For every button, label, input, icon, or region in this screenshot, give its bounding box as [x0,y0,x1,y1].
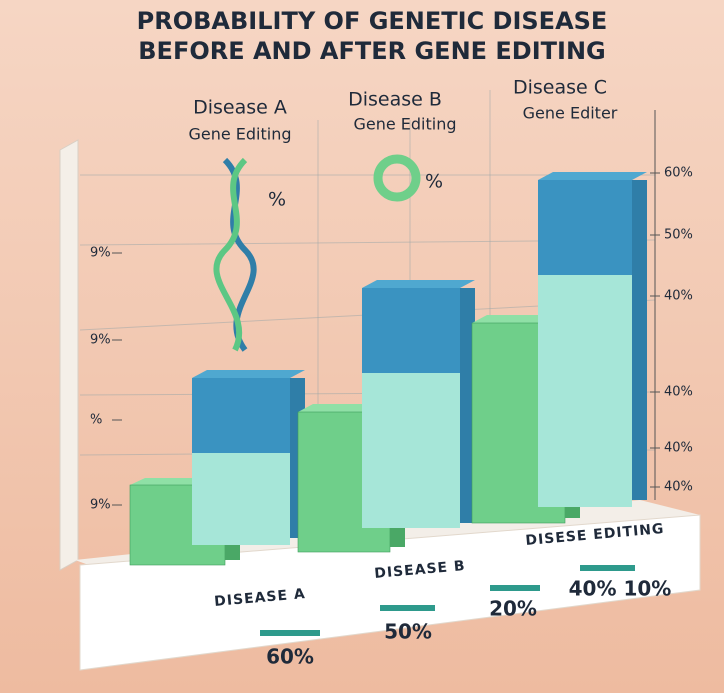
right-axis-label: 50% [664,228,693,243]
left-board [59,139,79,571]
value-strip [580,565,635,571]
base-label: DISEASE A [214,586,307,610]
title: PROBABILITY OF GENETIC DISEASE [137,7,608,35]
base-label: DISEASE B [374,558,467,582]
header-sub: Gene Editing [188,125,291,144]
base-value: 50% [384,620,432,644]
base-value: 60% [266,645,314,669]
header: Disease C [513,77,607,99]
right-axis-label: 40% [664,385,693,400]
left-axis-label: % [90,413,102,428]
header: Disease A [193,97,287,119]
value-strip [260,630,320,636]
header-sub: Gene Editing [353,115,456,134]
icon-label: % [425,171,443,193]
right-axis-label: 40% [664,289,693,304]
title: BEFORE AND AFTER GENE EDITING [138,37,605,65]
right-axis-label: 60% [664,166,693,181]
base-value: 20% [489,597,537,621]
right-axis-labels: 60% 50% 40% 40% 40% 40% [650,166,693,495]
right-axis-label: 40% [664,441,693,456]
left-axis-label: 9% [90,498,111,513]
ring-icon [373,154,421,202]
right-axis-label: 40% [664,480,693,495]
value-strip [380,605,435,611]
left-axis-label: 9% [90,246,111,261]
icon-label: % [268,189,286,211]
left-axis-label: 9% [90,333,111,348]
value-strip [490,585,540,591]
dna-icon [213,157,257,352]
left-axis: 9% 9%% 9% [90,246,122,513]
header: Disease B [348,89,442,111]
base-value: 40% 10% [569,577,672,601]
header-sub: Gene Editer [523,104,618,123]
bars [129,172,647,566]
